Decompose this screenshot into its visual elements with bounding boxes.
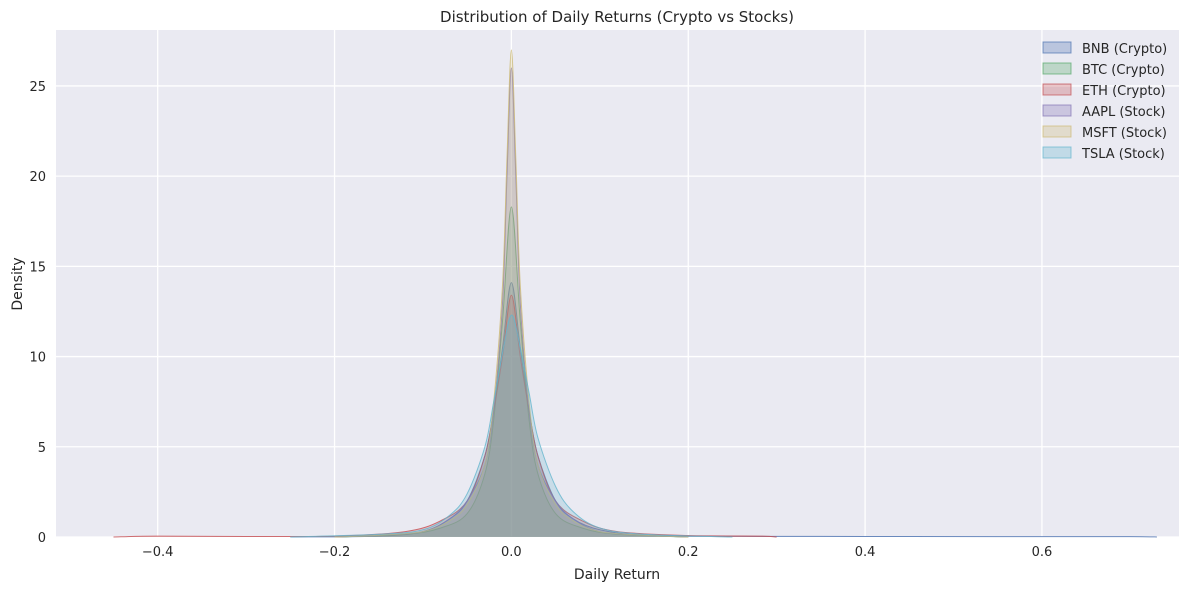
x-tick-label: 0.0 [501,545,522,560]
density-line-aapl [334,67,689,538]
plot-background [56,30,1179,537]
legend-label-tsla: TSLA (Stock) [1081,147,1165,162]
y-tick-label: 25 [29,80,46,95]
legend-label-btc: BTC (Crypto) [1082,63,1165,78]
x-tick-label: 0.2 [678,545,699,560]
legend-swatch-msft [1042,125,1072,138]
legend-swatch-tsla [1042,146,1072,159]
legend-swatch-eth [1042,83,1072,96]
y-axis-label: Density [10,257,26,310]
x-tick-label: 0.4 [855,545,876,560]
y-tick-label: 20 [29,170,46,185]
legend-swatch-aapl [1042,104,1072,117]
y-tick-label: 0 [38,531,46,546]
legend-label-eth: ETH (Crypto) [1082,84,1166,99]
legend: BNB (Crypto) BTC (Crypto) ETH (Crypto) AAPL… [1042,41,1167,162]
x-axis-label: Daily Return [574,567,660,583]
legend-swatch-btc [1042,62,1072,75]
y-tick-label: 10 [29,351,46,366]
legend-label-bnb: BNB (Crypto) [1082,42,1167,57]
legend-label-msft: MSFT (Stock) [1082,126,1167,141]
density-area-msft [334,49,689,537]
axis-ticks: −0.4 −0.2 0.0 0.2 0.4 0.6 0 5 10 15 20 25 [29,80,1052,560]
grid-lines [56,30,1179,538]
density-line-tsla [290,314,733,538]
legend-label-aapl: AAPL (Stock) [1082,105,1165,120]
x-tick-label: 0.6 [1032,545,1053,560]
series-layer [113,49,1157,538]
y-tick-label: 15 [29,260,46,275]
legend-swatch-bnb [1042,41,1072,54]
chart-title: Distribution of Daily Returns (Crypto vs… [440,8,794,26]
density-area-tsla [290,315,733,537]
x-tick-label: −0.2 [319,545,351,560]
y-tick-label: 5 [38,441,46,456]
density-area-aapl [334,67,689,537]
density-line-btc [334,206,689,538]
density-area-bnb [290,282,1157,537]
x-tick-label: −0.4 [142,545,174,560]
density-area-btc [334,206,689,537]
density-line-msft [334,49,689,538]
